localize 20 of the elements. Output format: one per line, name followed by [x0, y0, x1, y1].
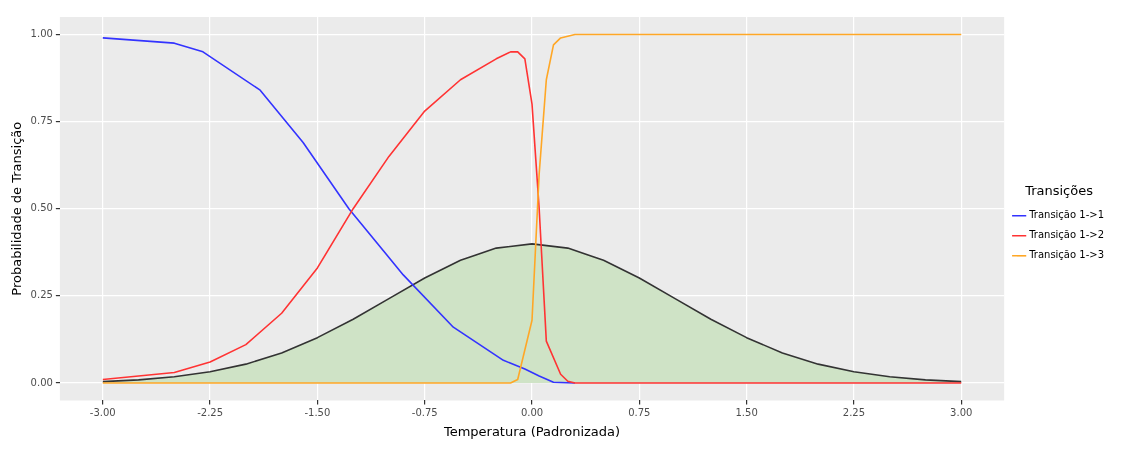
x-tick-label: 1.50 [735, 406, 758, 418]
x-tick-label: -1.50 [304, 406, 331, 418]
x-tick-label: 3.00 [950, 406, 973, 418]
y-tick-label: 1.00 [30, 28, 53, 40]
legend-label: Transição 1->3 [1028, 249, 1104, 261]
y-tick-label: 0.75 [30, 115, 53, 127]
y-tick-label: 0.00 [30, 376, 53, 388]
y-axis-title: Probabilidade de Transição [9, 121, 25, 296]
x-tick-label: -2.25 [197, 406, 224, 418]
y-tick-label: 0.50 [30, 202, 53, 214]
x-tick-label: -3.00 [89, 406, 116, 418]
x-tick-label: 2.25 [842, 406, 866, 418]
x-axis-title: Temperatura (Padronizada) [442, 423, 621, 439]
legend-title: Transições [1024, 183, 1094, 199]
x-tick-label: 0.00 [520, 406, 544, 418]
y-tick-label: 0.25 [30, 289, 53, 301]
legend-label: Transição 1->1 [1028, 209, 1104, 221]
x-tick-label: 0.75 [628, 406, 651, 418]
legend-label: Transição 1->2 [1028, 229, 1104, 241]
x-tick-label: -0.75 [411, 406, 438, 418]
